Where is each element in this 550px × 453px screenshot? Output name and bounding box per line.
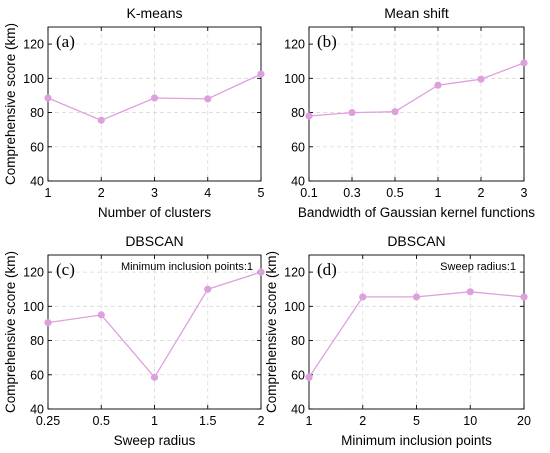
y-tick-label: 60	[291, 140, 305, 154]
x-tick-label: 4	[204, 186, 211, 200]
y-tick-label: 100	[284, 72, 305, 86]
panel-title: DBSCAN	[387, 233, 445, 249]
y-axis-label: Comprehensive score (km)	[3, 251, 18, 413]
y-tick-label: 80	[291, 334, 305, 348]
x-tick-label: 3	[151, 186, 158, 200]
y-tick-label: 120	[23, 266, 44, 280]
y-tick-label: 80	[30, 106, 44, 120]
y-tick-label: 40	[30, 175, 44, 189]
y-tick-label: 80	[30, 334, 44, 348]
data-point	[97, 311, 105, 319]
data-point	[466, 288, 474, 296]
panel-label: (b)	[317, 32, 337, 51]
data-point	[477, 75, 485, 83]
x-tick-label: 5	[258, 186, 265, 200]
y-tick-label: 60	[30, 140, 44, 154]
x-axis-label: Number of clusters	[98, 205, 212, 220]
y-axis-label: Comprehensive score (km)	[3, 23, 18, 185]
y-tick-label: 120	[284, 266, 305, 280]
x-tick-label: 0.3	[343, 186, 360, 200]
x-tick-label: 20	[517, 414, 531, 428]
panel-title: DBSCAN	[125, 233, 183, 249]
data-point	[359, 293, 367, 301]
x-axis-label: Sweep radius	[114, 433, 196, 448]
x-tick-label: 1	[435, 186, 442, 200]
y-tick-label: 60	[30, 368, 44, 382]
data-point	[305, 112, 313, 120]
x-tick-label: 1.5	[199, 414, 216, 428]
x-tick-label: 1	[45, 186, 52, 200]
annotation-text: Sweep radius:1	[440, 261, 516, 273]
panel-label: (d)	[317, 260, 337, 279]
y-axis-label: Comprehensive score (km)	[264, 251, 279, 413]
panel-title: K-means	[126, 5, 182, 21]
panel-label: (c)	[56, 260, 75, 279]
data-point	[204, 285, 212, 293]
x-tick-label: 1	[306, 414, 313, 428]
x-tick-label: 0.5	[386, 186, 403, 200]
x-axis-label: Minimum inclusion points	[341, 433, 492, 448]
x-tick-label: 5	[413, 414, 420, 428]
data-point	[44, 318, 52, 327]
y-tick-label: 80	[291, 106, 305, 120]
x-tick-label: 3	[521, 186, 528, 200]
x-tick-label: 0.25	[36, 414, 60, 428]
data-point	[204, 95, 212, 103]
x-tick-label: 1	[151, 414, 158, 428]
x-tick-label: 2	[359, 414, 366, 428]
y-tick-label: 40	[291, 175, 305, 189]
x-tick-label: 2	[258, 414, 265, 428]
x-tick-label: 2	[478, 186, 485, 200]
panel-title: Mean shift	[384, 5, 449, 21]
y-tick-label: 60	[291, 368, 305, 382]
data-point	[44, 94, 52, 102]
x-tick-label: 10	[463, 414, 477, 428]
y-tick-label: 100	[23, 72, 44, 86]
data-point	[520, 59, 528, 67]
y-tick-label: 120	[23, 38, 44, 52]
data-point	[97, 116, 105, 124]
plot-frame	[308, 26, 525, 182]
y-tick-label: 40	[291, 403, 305, 417]
data-point	[305, 373, 313, 381]
annotation-text: Minimum inclusion points:1	[121, 261, 253, 273]
data-point	[150, 94, 159, 102]
data-point	[520, 293, 528, 301]
data-point	[434, 81, 442, 89]
data-point	[257, 70, 265, 78]
data-point	[412, 293, 421, 301]
y-tick-label: 120	[284, 38, 305, 52]
data-point	[150, 373, 159, 381]
x-tick-label: 2	[98, 186, 105, 200]
data-point	[348, 108, 356, 117]
panel-label: (a)	[56, 32, 75, 51]
x-axis-label: Bandwidth of Gaussian kernel functions	[298, 205, 535, 220]
y-tick-label: 40	[30, 403, 44, 417]
x-tick-label: 0.1	[300, 186, 317, 200]
y-tick-label: 100	[23, 300, 44, 314]
data-point	[391, 108, 399, 116]
y-tick-label: 100	[284, 300, 305, 314]
data-point	[257, 268, 265, 276]
series-line	[308, 62, 525, 117]
x-tick-label: 0.5	[93, 414, 110, 428]
